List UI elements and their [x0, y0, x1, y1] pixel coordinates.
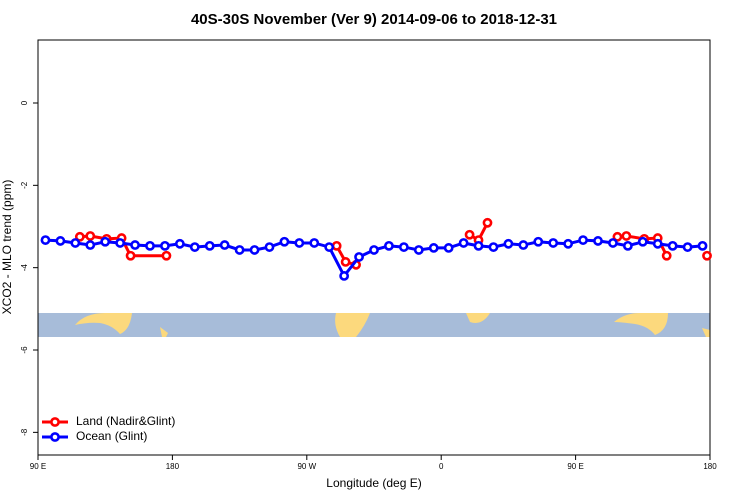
data-point [55, 236, 66, 246]
data-point [548, 238, 559, 248]
data-point [264, 242, 275, 252]
data-point [398, 242, 409, 252]
y-tick-label: -8 [20, 428, 29, 436]
data-point [339, 271, 350, 281]
legend-label: Land (Nadir&Glint) [76, 414, 175, 428]
data-point [667, 240, 678, 251]
data-point [100, 236, 111, 247]
data-point [204, 240, 215, 251]
data-point [219, 240, 230, 250]
data-point [503, 238, 514, 249]
data-point [85, 231, 96, 241]
chart-title: 40S-30S November (Ver 9) 2014-09-06 to 2… [191, 11, 557, 28]
plot-frame [37, 39, 711, 456]
data-point [160, 240, 170, 251]
data-point [384, 240, 394, 251]
x-axis-label: Longitude (deg E) [326, 476, 421, 490]
data-point [145, 240, 155, 251]
data-point [279, 236, 290, 247]
x-tick-label: 180 [166, 462, 180, 471]
data-point [74, 231, 85, 242]
data-point [413, 245, 424, 255]
legend-label: Ocean (Glint) [76, 429, 147, 443]
legend-marker [50, 432, 60, 442]
data-point [612, 231, 623, 242]
y-tick-label: -4 [20, 264, 29, 272]
data-point [174, 238, 185, 249]
data-point [482, 217, 493, 228]
x-tick-label: 90 W [297, 462, 316, 471]
data-point [593, 236, 603, 246]
data-point [622, 240, 633, 251]
data-point [533, 236, 544, 247]
data-point [354, 252, 364, 262]
data-point [443, 243, 454, 253]
x-tick-label: 90 E [30, 462, 46, 471]
data-point [661, 250, 672, 261]
data-point [458, 238, 469, 248]
data-point [369, 245, 379, 255]
data-point [130, 240, 140, 250]
data-point [161, 250, 172, 261]
data-point [234, 245, 245, 255]
data-point [125, 250, 136, 261]
y-tick-label: -6 [20, 346, 29, 354]
x-tick-label: 180 [703, 462, 717, 471]
data-point [340, 257, 351, 267]
map-strip [38, 313, 710, 337]
data-point [464, 229, 475, 240]
data-point [578, 235, 588, 245]
data-point [189, 242, 200, 252]
data-point [621, 231, 632, 241]
y-tick-label: 0 [20, 100, 29, 105]
x-tick-label: 90 E [567, 462, 583, 471]
legend-marker [50, 417, 60, 427]
data-point [488, 242, 499, 252]
data-point [608, 238, 618, 248]
data-point [40, 235, 51, 245]
data-point [473, 240, 484, 251]
data-point [518, 240, 529, 250]
data-point [309, 238, 320, 248]
data-point [115, 238, 126, 248]
data-point [563, 238, 574, 249]
y-tick-label: -2 [20, 181, 29, 189]
data-point [331, 240, 342, 251]
data-point [697, 240, 708, 251]
data-point [324, 242, 335, 252]
x-tick-label: 0 [439, 462, 444, 471]
data-point [294, 238, 305, 248]
data-point [428, 243, 439, 253]
data-point [682, 242, 693, 252]
data-point [652, 238, 663, 249]
data-point [637, 236, 648, 247]
y-axis-label: XCO2 - MLO trend (ppm) [0, 180, 14, 315]
data-point [70, 238, 81, 248]
data-point [249, 245, 260, 255]
data-point [702, 250, 712, 261]
data-point [85, 240, 96, 250]
